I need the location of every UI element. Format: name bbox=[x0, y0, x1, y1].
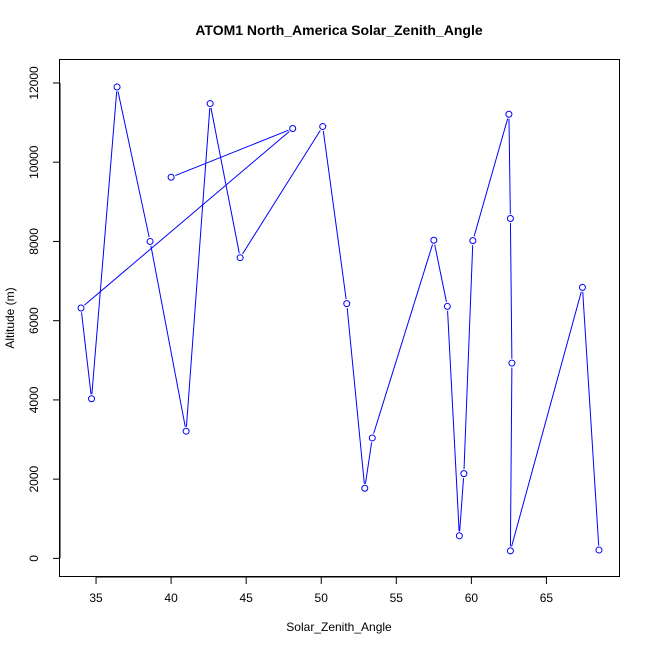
x-tick-label: 50 bbox=[315, 591, 329, 605]
series-segment bbox=[447, 310, 460, 532]
data-point bbox=[368, 434, 376, 442]
series-layer bbox=[77, 83, 603, 555]
series-segment bbox=[582, 291, 600, 546]
data-point bbox=[469, 237, 477, 245]
chart-title: ATOM1 North_America Solar_Zenith_Angle bbox=[195, 22, 483, 38]
series-segment bbox=[322, 130, 347, 300]
y-tick-label: 2000 bbox=[27, 465, 41, 492]
data-point bbox=[206, 100, 214, 108]
series-segment bbox=[364, 442, 373, 484]
series-segment bbox=[373, 244, 433, 434]
series-segment bbox=[150, 245, 186, 427]
series-segment bbox=[511, 291, 582, 547]
series-segment bbox=[91, 91, 118, 395]
data-point bbox=[319, 123, 327, 131]
data-point bbox=[443, 302, 451, 310]
y-axis: 0 2000 4000 6000 8000 10000 12000 bbox=[27, 66, 61, 562]
data-point bbox=[505, 110, 513, 118]
x-axis: 35 40 45 50 55 60 65 bbox=[89, 576, 554, 605]
data-point bbox=[113, 83, 121, 91]
series-segment bbox=[459, 478, 465, 532]
data-point bbox=[361, 484, 369, 492]
data-point bbox=[88, 395, 96, 403]
series-segment bbox=[185, 108, 211, 427]
y-tick-label: 10000 bbox=[27, 145, 41, 179]
x-tick-label: 65 bbox=[540, 591, 554, 605]
data-point bbox=[506, 547, 514, 555]
series-segment bbox=[434, 244, 447, 303]
series-segment bbox=[242, 130, 321, 255]
x-tick-label: 45 bbox=[239, 591, 253, 605]
series-segment bbox=[509, 222, 513, 359]
y-tick-label: 6000 bbox=[27, 307, 41, 334]
series-segment bbox=[117, 91, 150, 238]
data-point bbox=[343, 300, 351, 308]
x-tick-label: 60 bbox=[465, 591, 479, 605]
y-tick-label: 0 bbox=[27, 555, 41, 562]
data-point bbox=[578, 283, 586, 291]
data-point bbox=[289, 125, 297, 133]
series-segment bbox=[81, 312, 92, 395]
data-point bbox=[430, 236, 438, 244]
data-point bbox=[595, 546, 603, 554]
series-segment bbox=[210, 107, 240, 254]
y-axis-label: Altitude (m) bbox=[3, 287, 17, 348]
y-tick-label: 4000 bbox=[27, 386, 41, 413]
data-point bbox=[182, 427, 190, 435]
data-point bbox=[508, 359, 516, 367]
series-segment bbox=[508, 118, 511, 214]
series-segment bbox=[346, 308, 365, 484]
data-point bbox=[77, 304, 85, 312]
y-tick-label: 8000 bbox=[27, 228, 41, 255]
series-segment bbox=[473, 118, 509, 237]
data-point bbox=[236, 254, 244, 262]
y-tick-label: 12000 bbox=[27, 66, 41, 100]
data-point bbox=[506, 214, 514, 222]
x-tick-label: 55 bbox=[390, 591, 404, 605]
series-segment bbox=[84, 131, 290, 306]
series-segment bbox=[509, 367, 513, 547]
series-segment bbox=[175, 129, 289, 177]
x-axis-label: Solar_Zenith_Angle bbox=[286, 620, 392, 634]
data-point bbox=[460, 470, 468, 478]
x-tick-label: 35 bbox=[89, 591, 103, 605]
data-point bbox=[167, 173, 175, 181]
x-tick-label: 40 bbox=[164, 591, 178, 605]
data-point bbox=[455, 532, 463, 540]
plot-frame bbox=[59, 59, 620, 577]
data-point bbox=[146, 237, 154, 245]
series-segment bbox=[463, 245, 474, 470]
